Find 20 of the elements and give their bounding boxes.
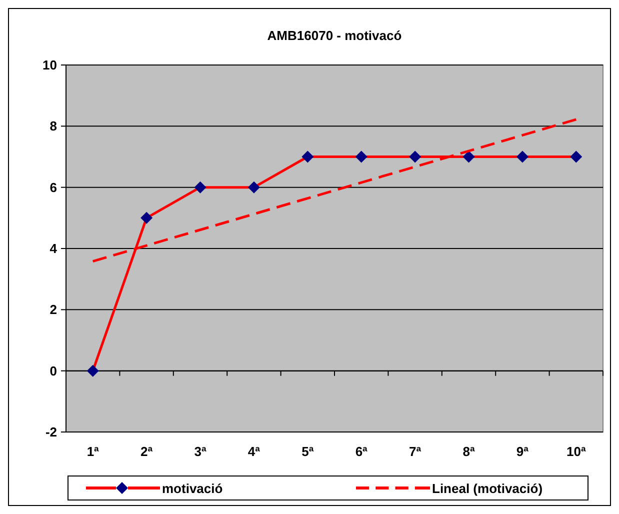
x-tick-label: 9ª	[516, 444, 529, 459]
x-tick-label: 8ª	[462, 444, 475, 459]
x-tick-label: 2ª	[140, 444, 153, 459]
legend-label: motivació	[162, 481, 223, 496]
x-tick-label: 3ª	[194, 444, 206, 459]
y-tick-label: 6	[50, 180, 57, 195]
y-tick-label: 0	[50, 363, 57, 378]
x-tick-label: 4ª	[248, 444, 260, 459]
x-tick-label: 6ª	[355, 444, 368, 459]
y-tick-label: 4	[50, 241, 58, 256]
x-tick-label: 7ª	[409, 444, 422, 459]
x-tick-label: 5ª	[302, 444, 314, 459]
legend-label: Lineal (motivació)	[432, 481, 543, 496]
y-tick-label: -2	[45, 424, 57, 440]
chart-title: AMB16070 - motivacó	[267, 28, 402, 43]
y-tick-label: 2	[50, 302, 57, 318]
x-tick-label: 1ª	[86, 444, 100, 459]
y-tick-label: 10	[42, 58, 57, 72]
y-tick-label: 8	[50, 118, 57, 134]
x-tick-label: 10ª	[566, 444, 586, 459]
